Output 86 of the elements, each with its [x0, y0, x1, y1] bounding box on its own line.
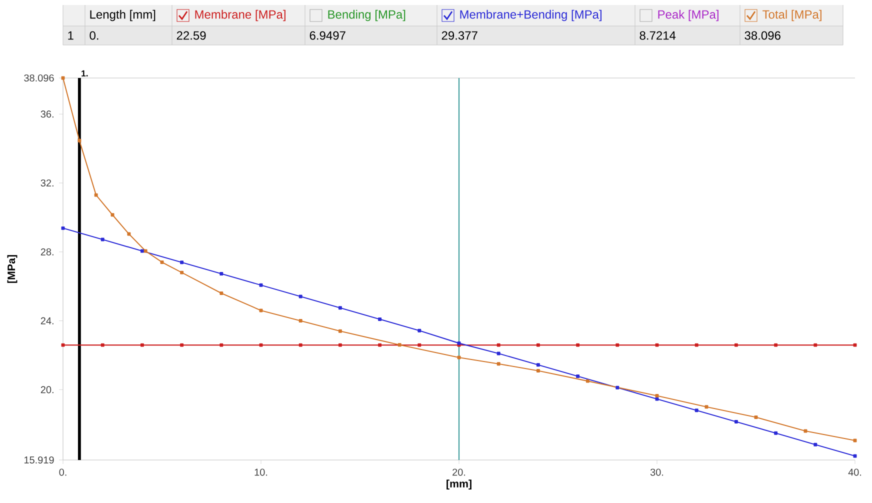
point — [298, 319, 302, 323]
y-tick-label: 28. — [40, 248, 54, 256]
point — [61, 226, 65, 230]
x-tick-label: 20. — [452, 468, 466, 476]
point — [576, 374, 580, 378]
point — [61, 343, 65, 347]
point — [754, 416, 758, 419]
ref-line-label: 1. — [82, 70, 88, 76]
point — [259, 283, 263, 287]
point — [100, 238, 104, 242]
point — [616, 386, 620, 390]
y-tick-label: 36. — [40, 110, 54, 118]
point — [338, 306, 342, 310]
point — [140, 249, 144, 253]
text: 38.096 — [744, 31, 780, 40]
point — [94, 193, 98, 197]
y-tick-label: 24. — [40, 317, 54, 324]
point — [378, 318, 382, 321]
point — [140, 343, 144, 347]
point — [78, 138, 82, 142]
point — [814, 343, 818, 347]
text: 29.377 — [442, 31, 478, 40]
legend-label: Membrane+Bending [MPa] — [460, 10, 602, 22]
point — [180, 260, 184, 264]
legend-label: Membrane [MPa] — [195, 10, 286, 22]
point — [536, 343, 540, 347]
y-axis-title: [MPa] — [7, 255, 18, 283]
point — [338, 343, 342, 347]
y-tick-label: 20. — [40, 386, 54, 394]
text: 22.59 — [176, 31, 206, 40]
y-tick-label: 38.096 — [24, 74, 54, 82]
point — [418, 343, 422, 347]
point — [160, 260, 164, 264]
point — [100, 343, 104, 347]
point — [814, 442, 818, 446]
point — [338, 329, 342, 333]
point — [576, 343, 580, 347]
point — [418, 328, 422, 332]
point — [536, 369, 540, 372]
text: 6.9497 — [310, 31, 346, 40]
y-tick-label: 32. — [40, 179, 54, 187]
x-tick-label: 40. — [848, 468, 862, 476]
point — [496, 362, 500, 366]
point — [694, 343, 698, 347]
point — [586, 379, 590, 383]
x-tick-label: 0. — [59, 468, 66, 476]
point — [734, 343, 738, 347]
point — [180, 343, 184, 347]
point — [180, 270, 184, 274]
point — [804, 429, 808, 433]
x-tick-label: 30. — [650, 468, 664, 476]
point — [774, 343, 778, 347]
text: Bending [MPa] — [328, 10, 406, 22]
point — [220, 343, 224, 347]
point — [536, 363, 540, 367]
point — [398, 343, 402, 347]
point — [259, 343, 263, 347]
point — [734, 420, 738, 424]
point — [704, 405, 708, 409]
text: 1 — [68, 31, 74, 40]
point — [655, 394, 659, 398]
y-tick-label: 15.919 — [24, 456, 54, 464]
point — [220, 272, 224, 276]
legend-label: Total [MPa] — [762, 10, 822, 22]
point — [616, 343, 620, 347]
point — [220, 291, 224, 295]
point — [144, 249, 148, 253]
point — [298, 294, 302, 298]
point — [774, 431, 778, 435]
point — [853, 343, 857, 347]
text: Length [mm] — [90, 10, 156, 22]
point — [298, 343, 302, 347]
point — [457, 356, 461, 360]
point — [110, 213, 114, 217]
point — [496, 343, 500, 347]
point — [694, 408, 698, 412]
x-tick-label: 10. — [254, 468, 268, 476]
point — [655, 343, 659, 347]
text: Peak [MPa] — [658, 10, 718, 22]
point — [259, 308, 263, 312]
point — [496, 352, 500, 356]
text: 0. — [90, 31, 98, 40]
text: 8.7214 — [640, 31, 676, 40]
point — [378, 343, 382, 347]
point — [127, 232, 131, 236]
x-axis-title: [mm] — [446, 480, 472, 490]
